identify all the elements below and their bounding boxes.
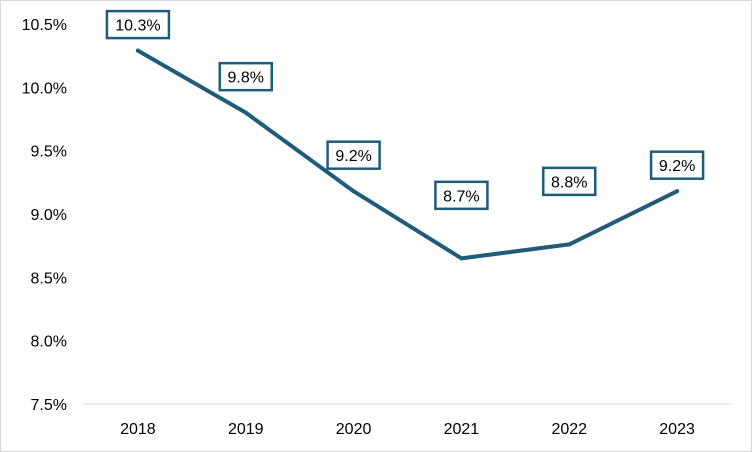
data-label: 8.7%	[434, 180, 489, 211]
data-label-text: 8.8%	[551, 174, 587, 191]
y-tick-label: 8.0%	[31, 334, 67, 351]
y-tick-label: 7.5%	[31, 397, 67, 414]
data-label: 8.8%	[542, 166, 597, 197]
data-point	[351, 189, 356, 194]
data-label: 9.8%	[218, 61, 273, 92]
x-tick-label: 2021	[444, 421, 480, 438]
data-label: 10.3%	[105, 9, 171, 40]
data-label-text: 9.2%	[659, 158, 695, 175]
data-label-box	[434, 180, 489, 211]
y-tick-label: 9.5%	[31, 144, 67, 161]
x-axis-tick-labels: 2018 2019 2020 2021 2022 2023	[120, 421, 695, 438]
data-point	[243, 110, 248, 115]
y-tick-label: 10.5%	[22, 17, 67, 34]
data-point	[459, 256, 464, 261]
data-label-box	[326, 140, 381, 170]
data-label-box	[542, 166, 597, 197]
data-point	[135, 48, 140, 53]
data-label-box	[105, 9, 171, 40]
x-tick-label: 2023	[659, 421, 695, 438]
y-tick-label: 10.0%	[22, 80, 67, 97]
data-label: 9.2%	[649, 150, 705, 180]
data-label-text: 10.3%	[115, 18, 160, 35]
y-tick-label: 9.0%	[31, 207, 67, 224]
y-axis-tick-labels: 7.5% 8.0% 8.5% 9.0% 9.5% 10.0% 10.5%	[22, 17, 67, 414]
data-point	[567, 242, 572, 247]
x-tick-label: 2020	[336, 421, 372, 438]
x-tick-label: 2019	[228, 421, 264, 438]
x-tick-label: 2022	[551, 421, 587, 438]
data-label-text: 8.7%	[443, 188, 479, 205]
series-line	[135, 48, 680, 261]
data-point	[675, 189, 680, 194]
data-labels: 10.3% 9.8% 9.2% 8.7% 8.8% 9.2%	[105, 9, 705, 211]
y-tick-label: 8.5%	[31, 270, 67, 287]
data-label-text: 9.2%	[335, 148, 371, 165]
data-label-text: 9.8%	[228, 70, 264, 87]
data-label: 9.2%	[326, 140, 381, 170]
series-line-group	[135, 48, 680, 261]
x-tick-label: 2018	[120, 421, 156, 438]
data-label-box	[218, 61, 273, 92]
data-label-box	[649, 150, 705, 180]
